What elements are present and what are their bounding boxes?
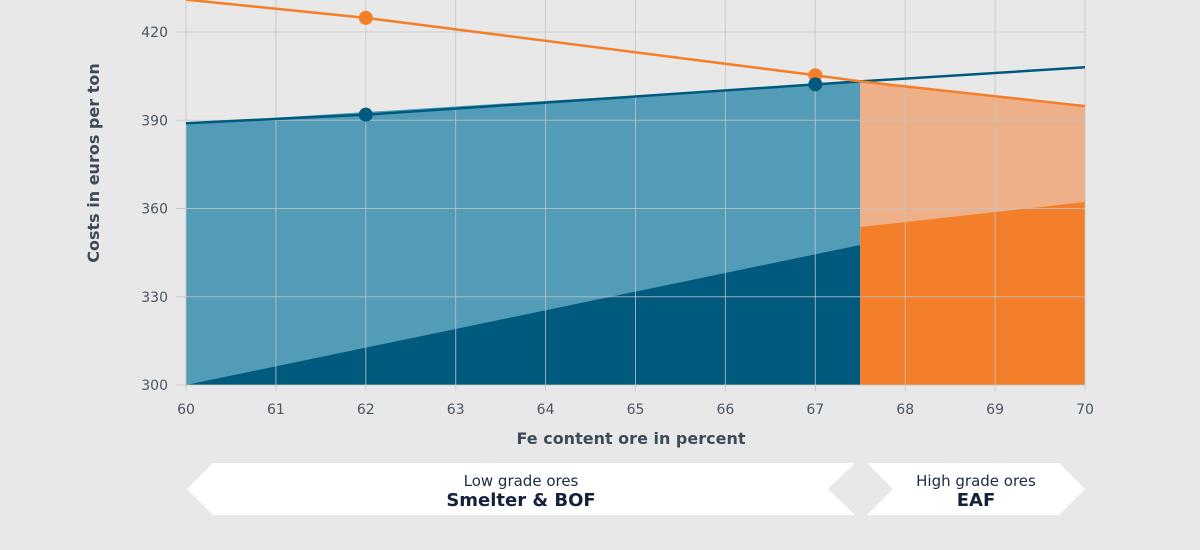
x-tick-label: 69 [986,402,1004,418]
y-tick-label: 300 [141,378,168,394]
x-tick-label: 65 [627,402,645,418]
y-tick-label: 420 [141,25,168,41]
data-point-marker [358,107,373,122]
data-point-marker [358,10,373,25]
banner-high-grade-shape [867,463,1085,515]
chart-areas [186,81,1085,386]
y-axis-title: Costs in euros per ton [84,63,103,262]
x-tick-label: 64 [537,402,555,418]
area-smelter-base [186,244,861,385]
grid-lines [176,0,1086,391]
banner-high-grade: High grade ores EAF [867,463,1085,515]
banner-low-grade: Low grade ores Smelter & BOF [187,463,855,515]
x-tick-label: 63 [447,402,465,418]
banner-low-grade-title: Smelter & BOF [446,490,595,511]
y-tick-label: 360 [141,202,168,218]
x-tick-label: 62 [357,402,375,418]
y-tick-label: 330 [141,290,168,306]
y-axis-ticks: 300 330 360 390 420 [141,25,168,394]
x-tick-label: 70 [1076,402,1094,418]
x-tick-label: 61 [267,402,285,418]
x-axis-ticks: 60 61 62 63 64 65 66 67 68 69 70 [177,402,1094,418]
banner-low-grade-shape [187,463,855,515]
area-eaf-base [860,202,1085,385]
chart-lines [185,0,1086,125]
x-axis-title: Fe content ore in percent [517,429,746,448]
data-point-marker [808,77,823,92]
x-tick-label: 67 [806,402,824,418]
data-markers [358,10,823,122]
x-tick-label: 60 [177,402,195,418]
x-tick-label: 66 [716,402,734,418]
banner-low-grade-subtitle: Low grade ores [464,472,579,490]
banner-high-grade-subtitle: High grade ores [916,472,1036,490]
x-tick-label: 68 [896,402,914,418]
y-tick-label: 390 [141,113,168,129]
banner-high-grade-title: EAF [957,490,996,511]
